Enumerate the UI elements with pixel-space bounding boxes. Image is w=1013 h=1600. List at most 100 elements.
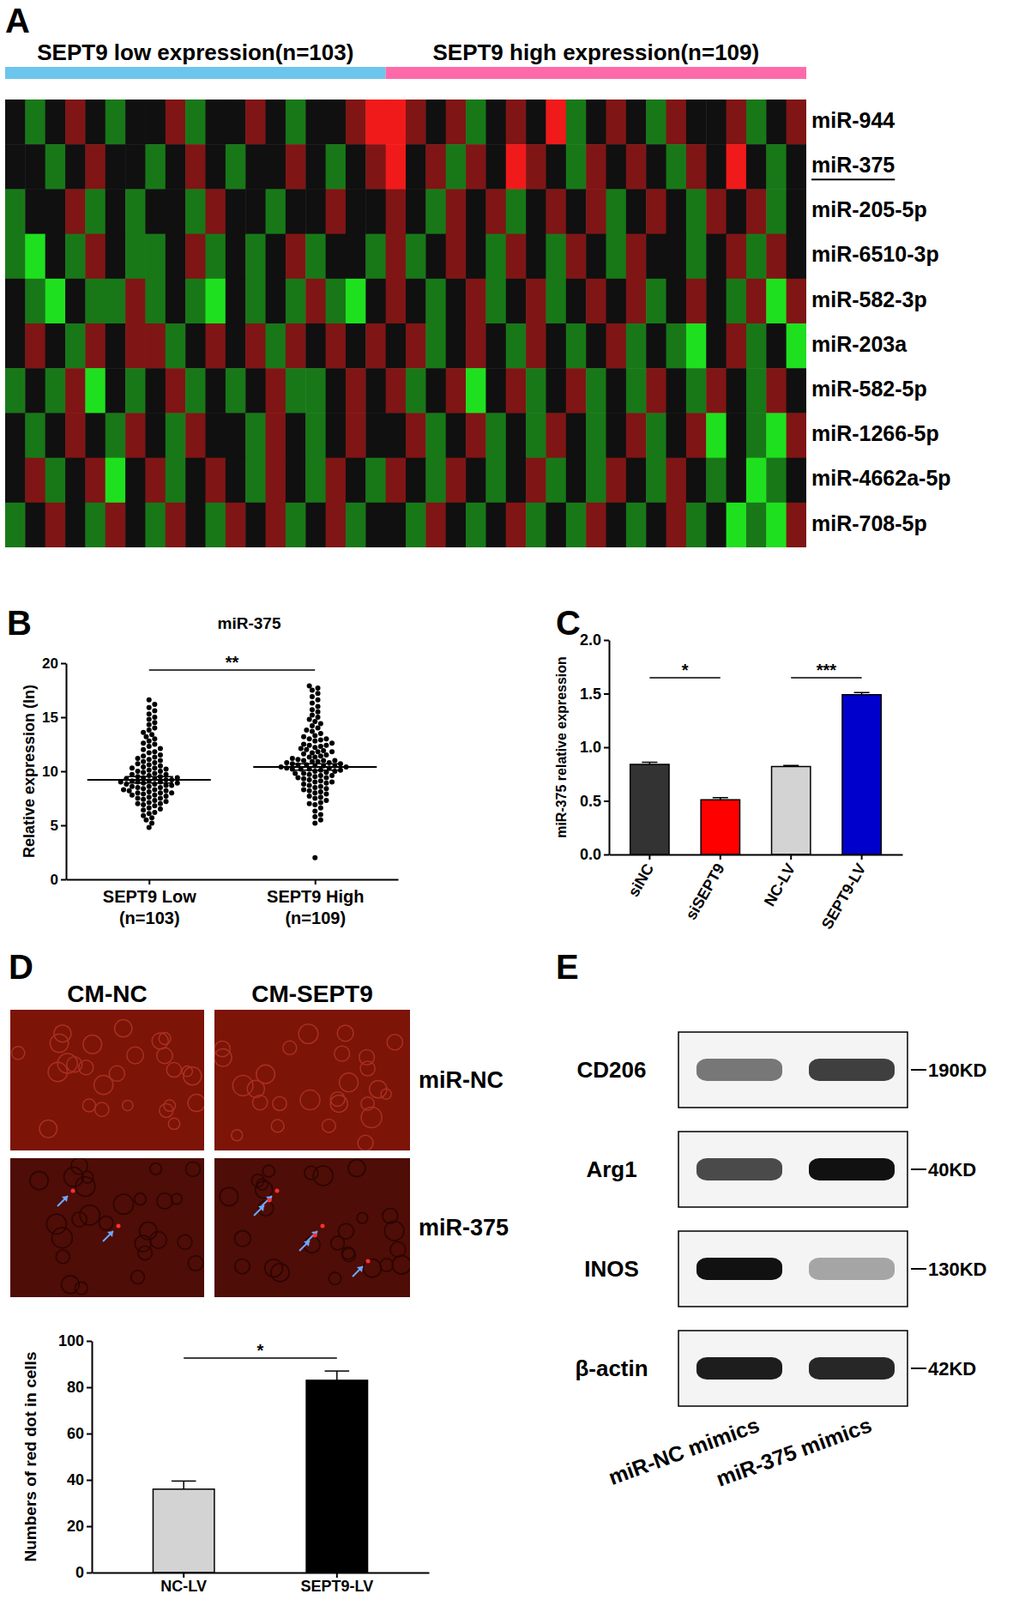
cell (726, 188, 748, 235)
tick-mark (603, 854, 610, 857)
axis: SEPT9 Low(n=103)SEPT9 High(n=109) (66, 879, 399, 928)
point (315, 748, 321, 754)
cell (425, 234, 447, 280)
cell (506, 278, 527, 325)
cell-outline (108, 1065, 125, 1081)
group-label: SEPT9 high expression(n=109) (432, 39, 760, 66)
tick: 1.5 (579, 685, 610, 703)
point (312, 814, 318, 820)
tick: 40 (66, 1471, 92, 1489)
cell (666, 458, 688, 504)
cell (325, 412, 347, 459)
arrow (299, 1233, 318, 1252)
tick: 20 (66, 1517, 92, 1535)
tick-label: NC-LV (160, 1577, 207, 1595)
cell (405, 367, 427, 414)
cell (285, 144, 307, 190)
band (808, 1257, 895, 1280)
blot-frame (678, 1131, 908, 1207)
point (146, 750, 152, 756)
cell-outline (304, 1165, 319, 1180)
point (168, 789, 175, 796)
point (323, 785, 329, 791)
cell (765, 412, 787, 459)
cell-outline (342, 1248, 356, 1261)
cell (24, 502, 46, 548)
cell-outline (163, 1099, 175, 1111)
protein-label: INOS (584, 1255, 640, 1282)
cell (245, 367, 266, 414)
error-bar (854, 692, 870, 695)
cell (645, 412, 667, 459)
cell (645, 278, 667, 325)
cell (485, 144, 507, 190)
cell (105, 502, 127, 548)
cell (385, 323, 407, 369)
marks (152, 1370, 368, 1573)
cell (305, 188, 326, 235)
cell-outline (187, 1255, 204, 1272)
tick-label: 5 (50, 817, 59, 834)
axis-title: Numbers of red dot in cells (21, 1351, 40, 1562)
cell (305, 234, 326, 280)
cell (405, 323, 427, 369)
cell (5, 278, 26, 325)
cell (626, 234, 647, 280)
panel-label: B (6, 603, 32, 642)
red-dot (267, 1198, 272, 1203)
cell (265, 234, 287, 280)
cell (305, 278, 326, 325)
cell (265, 323, 287, 369)
cell (325, 188, 347, 235)
cell (585, 502, 607, 548)
cell (405, 234, 427, 280)
cell-outline (158, 1032, 171, 1045)
axis-title: Relative expression (ln) (20, 684, 38, 858)
cell (485, 502, 507, 548)
point (174, 780, 181, 786)
point (307, 777, 313, 783)
cell (205, 458, 227, 504)
cell-outline (391, 1254, 411, 1274)
band (808, 1157, 895, 1181)
point (318, 805, 324, 811)
point (151, 771, 157, 777)
cell (545, 188, 567, 235)
cell (786, 458, 807, 504)
image-background (214, 1157, 411, 1297)
cell-outline (382, 1208, 398, 1225)
cell-outline (271, 1263, 290, 1282)
cell-outline (356, 1212, 368, 1225)
point (146, 789, 152, 795)
point (151, 754, 157, 760)
point (331, 757, 338, 763)
point (146, 761, 152, 767)
cell (345, 144, 367, 190)
point (157, 746, 163, 752)
cell-outline (187, 1094, 205, 1112)
point (309, 723, 315, 729)
cell (24, 412, 46, 459)
error-cap (325, 1369, 350, 1372)
cell (265, 367, 287, 414)
point (320, 747, 326, 754)
cell (305, 502, 326, 548)
cell (626, 502, 647, 548)
cell (125, 234, 146, 280)
band (696, 1356, 783, 1380)
cell (185, 99, 206, 145)
cell (84, 278, 106, 325)
cell (506, 458, 527, 504)
cell (585, 278, 607, 325)
point (163, 765, 169, 772)
cell (185, 502, 206, 548)
point (143, 817, 149, 823)
point (146, 711, 152, 717)
cell (645, 458, 667, 504)
cell (545, 367, 567, 414)
cell (65, 99, 86, 145)
cell (666, 99, 688, 145)
tick: 0 (50, 871, 67, 888)
cell (425, 144, 447, 190)
cell (705, 367, 727, 414)
